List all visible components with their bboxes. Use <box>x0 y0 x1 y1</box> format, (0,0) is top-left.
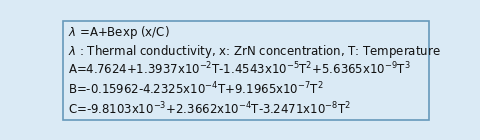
Text: B=-0.15962-4.2325x10$^{-4}$T+9.1965x10$^{-7}$T$^{2}$: B=-0.15962-4.2325x10$^{-4}$T+9.1965x10$^… <box>68 80 324 97</box>
Text: $\lambda$ : Thermal conductivity, x: ZrN concentration, T: Temperature: $\lambda$ : Thermal conductivity, x: ZrN… <box>68 43 441 60</box>
Text: C=-9.8103x10$^{-3}$+2.3662x10$^{-4}$T-3.2471x10$^{-8}$T$^{2}$: C=-9.8103x10$^{-3}$+2.3662x10$^{-4}$T-3.… <box>68 100 351 117</box>
Text: $\lambda$ =A+Bexp (x/C): $\lambda$ =A+Bexp (x/C) <box>68 24 170 41</box>
FancyBboxPatch shape <box>63 21 429 120</box>
Text: A=4.7624+1.3937x10$^{-2}$T-1.4543x10$^{-5}$T$^{2}$+5.6365x10$^{-9}$T$^{3}$: A=4.7624+1.3937x10$^{-2}$T-1.4543x10$^{-… <box>68 61 411 77</box>
